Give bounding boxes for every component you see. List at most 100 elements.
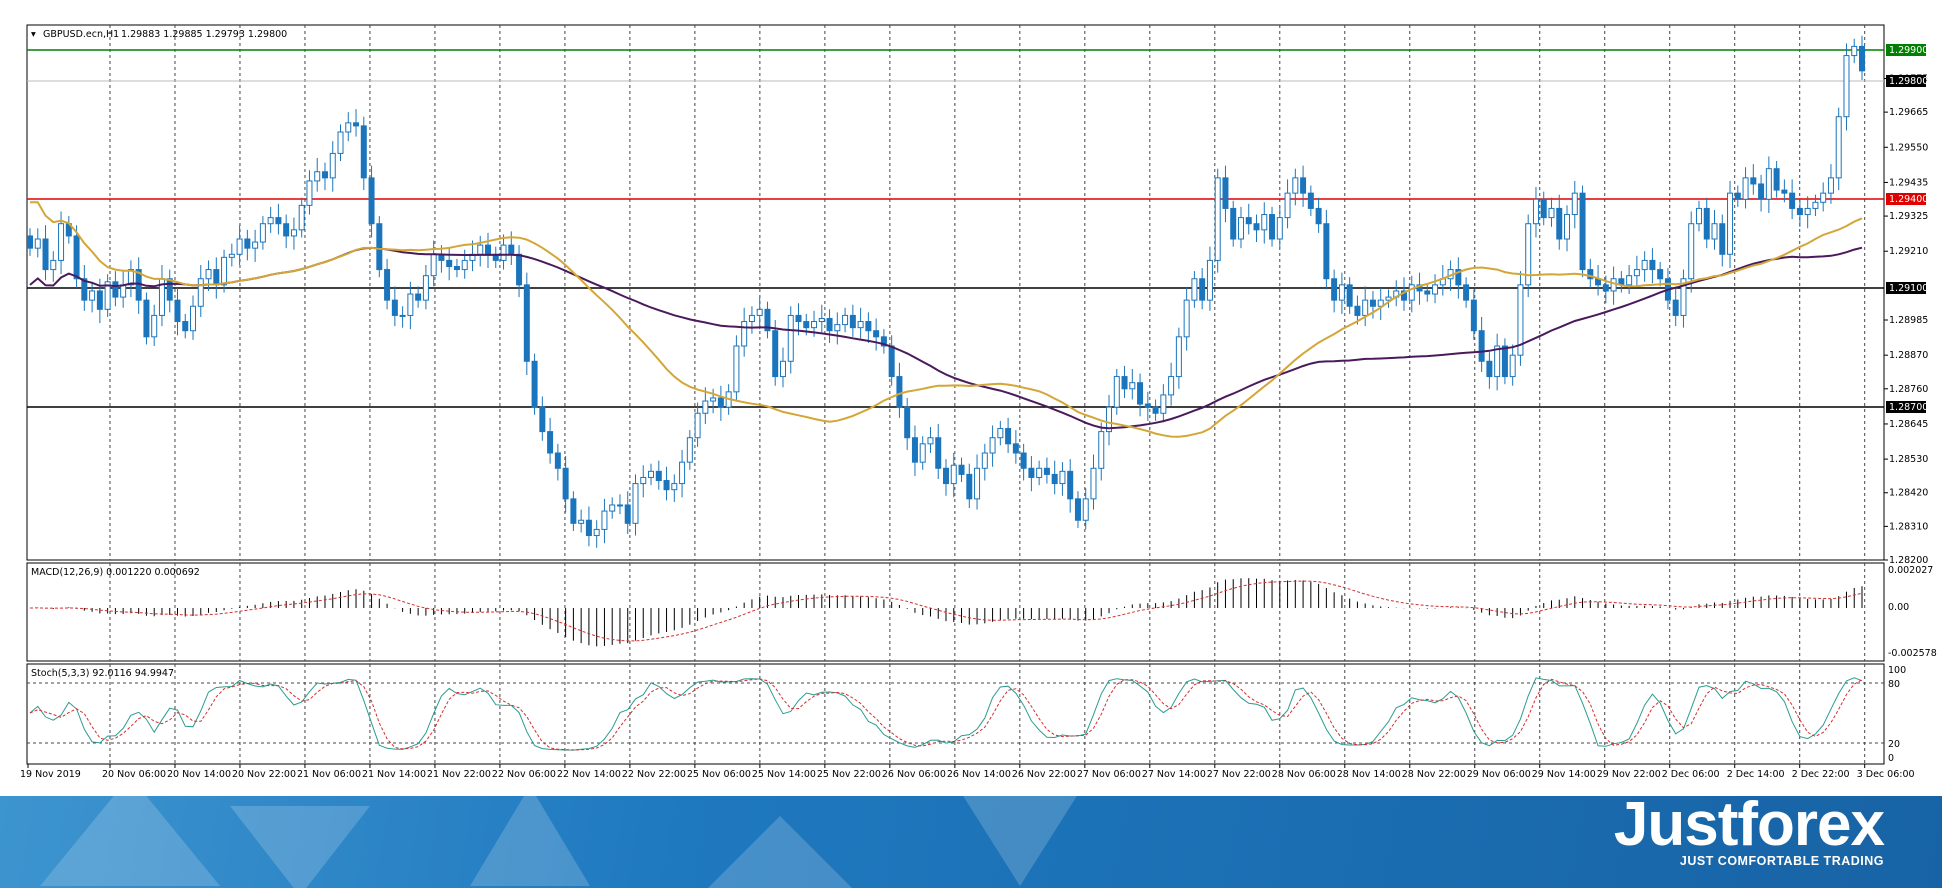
candle-body — [1245, 217, 1252, 225]
candle-body — [609, 504, 616, 512]
candle-body — [73, 235, 80, 280]
time-tick-label: 22 Nov 06:00 — [492, 769, 556, 780]
candle-body — [422, 275, 429, 301]
candle-body — [430, 253, 437, 277]
candle-body — [1610, 278, 1617, 292]
candle-body — [345, 122, 352, 133]
brand-banner — [0, 796, 1942, 888]
stoch-signal-line — [29, 678, 1863, 751]
candle-body — [811, 321, 818, 329]
candle-body — [1695, 207, 1702, 225]
time-axis: 19 Nov 2019 20 Nov 06:00 20 Nov 14:00 20 No… — [20, 764, 1915, 780]
macd-signal-line — [29, 580, 1863, 642]
macd-panel[interactable] — [26, 562, 1885, 662]
candle-body — [919, 443, 926, 463]
candle-body — [562, 467, 569, 500]
candle-body — [1835, 116, 1842, 179]
candle-body — [1183, 299, 1190, 338]
candle-body — [228, 253, 235, 258]
candle-body — [244, 238, 251, 249]
price-tick-label: 1.28530 — [1889, 454, 1928, 465]
candle-body — [1750, 177, 1757, 185]
macd-axis-bottom: -0.002578 — [1888, 648, 1937, 659]
candle-body — [1680, 278, 1687, 316]
candle-body — [935, 437, 942, 469]
candle-body — [1230, 207, 1237, 240]
candle-body — [710, 397, 717, 402]
candle-body — [1672, 299, 1679, 316]
candle-body — [1564, 214, 1571, 240]
candle-body — [314, 171, 321, 182]
time-tick-label: 2 Dec 06:00 — [1662, 769, 1720, 780]
candle-body — [1641, 259, 1648, 271]
candle-body — [213, 269, 220, 286]
candle-body — [795, 314, 802, 323]
candle-body — [943, 467, 949, 485]
candle-body — [89, 290, 96, 301]
candle-body — [663, 480, 670, 491]
brand-logo: Justforex JUST COMFORTABLE TRADING — [1613, 790, 1885, 869]
candle-body — [1626, 275, 1633, 286]
candle-body — [1300, 177, 1307, 194]
candle-body — [446, 259, 453, 268]
candle-body — [112, 281, 119, 298]
candle-body — [267, 217, 274, 225]
candle-body — [500, 244, 507, 261]
candle-body — [1168, 376, 1175, 396]
candle-body — [787, 314, 794, 362]
candle-body — [1401, 290, 1407, 301]
time-tick-label: 25 Nov 22:00 — [817, 769, 881, 780]
candle-body — [974, 467, 981, 500]
candle-body — [640, 476, 647, 485]
candle-body — [779, 360, 786, 378]
candle-body — [1796, 207, 1803, 216]
candle-body — [834, 324, 841, 332]
candle-body — [1338, 284, 1345, 301]
lower-black-tag — [1886, 401, 1926, 413]
candle-body — [601, 510, 608, 530]
candle-body — [1106, 406, 1113, 433]
candle-body — [407, 293, 414, 316]
candle-body — [702, 400, 709, 414]
candle-body — [461, 259, 468, 271]
candle-body — [632, 483, 639, 524]
candle-body — [896, 376, 903, 408]
price-tick-label: 1.28760 — [1889, 384, 1928, 395]
candle-body — [1742, 177, 1749, 200]
candle-body — [42, 238, 49, 271]
candle-body — [694, 412, 701, 439]
chart-menu-icon[interactable]: ▾ — [31, 29, 36, 40]
candle-body — [756, 308, 763, 316]
candle-body — [1214, 177, 1221, 261]
current-price-label: 1.29800 — [1889, 76, 1928, 87]
candle-body — [1711, 223, 1718, 240]
candle-body — [399, 314, 406, 317]
candle-body — [1369, 299, 1376, 307]
candle-body — [1292, 177, 1299, 194]
candle-body — [686, 437, 693, 463]
candle-body — [1571, 192, 1578, 216]
candle-body — [166, 278, 173, 301]
candle-body — [415, 293, 422, 301]
stoch-panel[interactable] — [26, 663, 1885, 765]
candle-body — [252, 241, 259, 249]
price-axis: 1.297751.296651.295501.294351.293251.292… — [1884, 74, 1928, 566]
candle-body — [1859, 45, 1865, 72]
candle-body — [1354, 305, 1361, 316]
price-tick-label: 1.28420 — [1889, 488, 1928, 499]
time-tick-label: 19 Nov 2019 — [20, 769, 81, 780]
candle-body — [1548, 207, 1555, 219]
candle-body — [1424, 290, 1431, 295]
time-tick-label: 25 Nov 06:00 — [687, 769, 751, 780]
candle-body — [1043, 467, 1050, 475]
candle-body — [1261, 214, 1268, 231]
price-tick-label: 1.28870 — [1889, 350, 1928, 361]
stoch-axis-0: 0 — [1888, 753, 1894, 764]
candle-body — [197, 278, 204, 307]
candle-body — [1346, 284, 1353, 307]
candle-body — [578, 519, 585, 524]
stoch-axis-80: 80 — [1888, 679, 1900, 690]
candle-body — [547, 431, 554, 454]
candle-body — [321, 171, 328, 179]
